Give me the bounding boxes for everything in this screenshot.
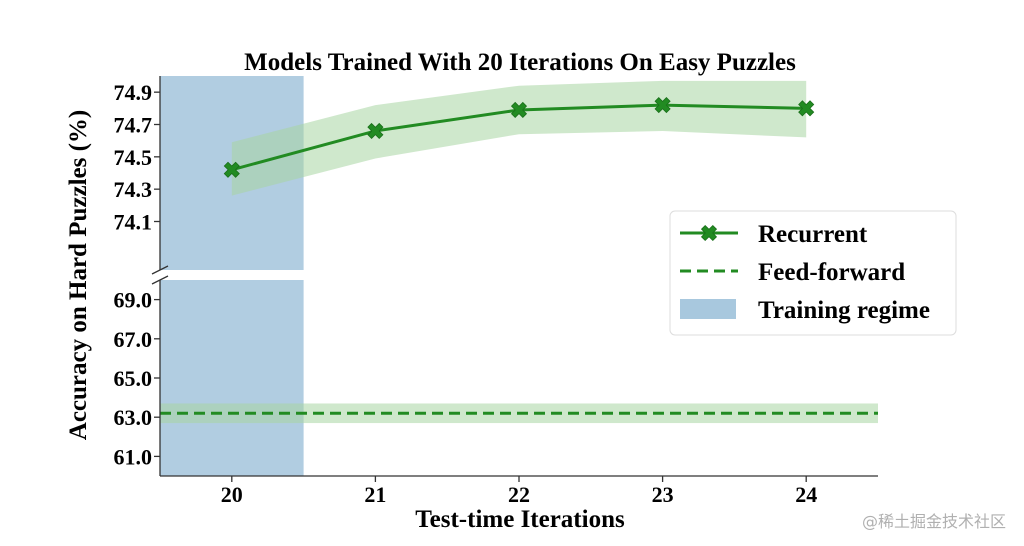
x-axis-label: Test-time Iterations <box>415 506 625 533</box>
recurrent-point <box>367 122 384 140</box>
y-tick-label-upper: 74.7 <box>114 113 153 138</box>
legend-label-recurrent: Recurrent <box>758 221 868 248</box>
y-tick-label-upper: 74.5 <box>114 145 153 170</box>
recurrent-marker <box>510 101 528 119</box>
y-tick-label-lower: 65.0 <box>114 366 153 391</box>
y-tick-label-lower: 63.0 <box>114 405 153 430</box>
y-axis-label: Accuracy on Hard Puzzles (%) <box>65 110 92 440</box>
recurrent-marker <box>654 97 671 114</box>
legend-box <box>669 210 957 336</box>
y-tick-label-upper: 74.9 <box>114 80 153 105</box>
y-tick-label-lower: 61.0 <box>114 444 153 469</box>
y-tick-label-upper: 74.3 <box>114 177 153 202</box>
x-tick-label: 24 <box>795 482 817 507</box>
legend-label-training-regime: Training regime <box>758 297 930 324</box>
axis-break-mark-lower <box>151 275 169 285</box>
recurrent-confidence-band <box>231 80 807 196</box>
x-tick-label: 21 <box>364 482 386 507</box>
legend-recurrent-symbol <box>700 224 718 242</box>
x-tick-label: 22 <box>508 482 530 507</box>
upper-panel <box>160 76 815 270</box>
x-tick-label: 23 <box>652 482 674 507</box>
training-regime-region-lower <box>160 280 304 476</box>
x-tick-label: 20 <box>221 482 243 507</box>
recurrent-marker <box>798 100 815 117</box>
y-tick-label-lower: 69.0 <box>114 288 153 313</box>
recurrent-marker <box>367 122 384 140</box>
legend: Recurrent Feed-forward Training regime <box>669 210 957 336</box>
recurrent-marker <box>223 161 240 178</box>
legend-recurrent-marker <box>700 224 718 242</box>
y-tick-label-lower: 67.0 <box>114 327 153 352</box>
chart-title: Models Trained With 20 Iterations On Eas… <box>244 49 796 76</box>
recurrent-point <box>654 97 671 114</box>
axes: 74.1 74.3 74.5 74.7 74.9 61.0 63.0 65.0 67.0 69.0… <box>114 76 878 507</box>
recurrent-point <box>510 101 528 119</box>
recurrent-point <box>798 100 815 117</box>
lower-panel <box>160 280 878 476</box>
legend-label-feed-forward: Feed-forward <box>758 259 905 286</box>
watermark-text: @稀土掘金技术社区 <box>861 512 1006 531</box>
axis-break-mark-upper <box>151 265 169 275</box>
legend-training-regime-swatch <box>680 299 736 319</box>
y-tick-label-upper: 74.1 <box>114 210 153 235</box>
recurrent-point <box>223 161 240 178</box>
